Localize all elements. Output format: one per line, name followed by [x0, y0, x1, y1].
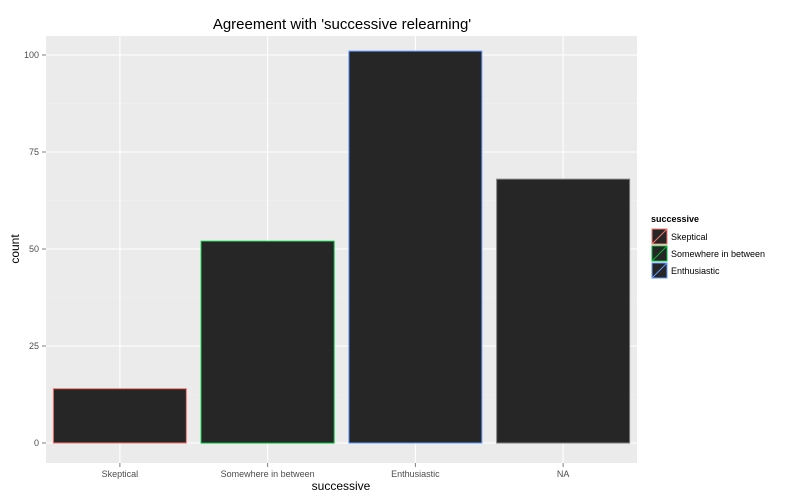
y-tick-label: 0: [34, 438, 39, 448]
x-tick-label: Somewhere in between: [221, 469, 315, 479]
legend-swatch-slash: [651, 262, 668, 279]
y-tick-label: 100: [24, 50, 39, 60]
legend-items: Skeptical Somewhere in between Enthusiasti…: [650, 227, 765, 280]
x-tick-label: Enthusiastic: [391, 469, 440, 479]
x-tick-label: NA: [557, 469, 570, 479]
y-axis-title: count: [8, 234, 22, 264]
legend-label: Skeptical: [671, 232, 708, 242]
legend-swatch-slash: [651, 228, 668, 245]
y-axis-ticks: 0 25 50 75 100: [24, 50, 46, 448]
x-axis-title: successive: [312, 479, 371, 493]
chart-title: Agreement with 'successive relearning': [213, 16, 471, 33]
y-tick-label: 25: [29, 341, 39, 351]
y-tick-label: 75: [29, 147, 39, 157]
legend-label: Somewhere in between: [671, 249, 765, 259]
x-tick-label: Skeptical: [102, 469, 139, 479]
legend-label: Enthusiastic: [671, 266, 720, 276]
bars: [52, 50, 631, 444]
legend-key: [650, 227, 669, 246]
legend-key: [650, 244, 669, 263]
legend: successive Skeptical Somewhere in between…: [650, 214, 765, 280]
legend-title: successive: [651, 214, 699, 224]
bar-skeptical: [52, 388, 187, 444]
x-axis-ticks: Skeptical Somewhere in between Enthusiasti…: [102, 463, 570, 479]
legend-key: [650, 261, 669, 280]
bar-na: [496, 178, 631, 444]
bar-somewhere-in-between: [200, 240, 335, 444]
legend-swatch-slash: [651, 245, 668, 262]
y-tick-label: 50: [29, 244, 39, 254]
bar-enthusiastic: [348, 50, 483, 444]
